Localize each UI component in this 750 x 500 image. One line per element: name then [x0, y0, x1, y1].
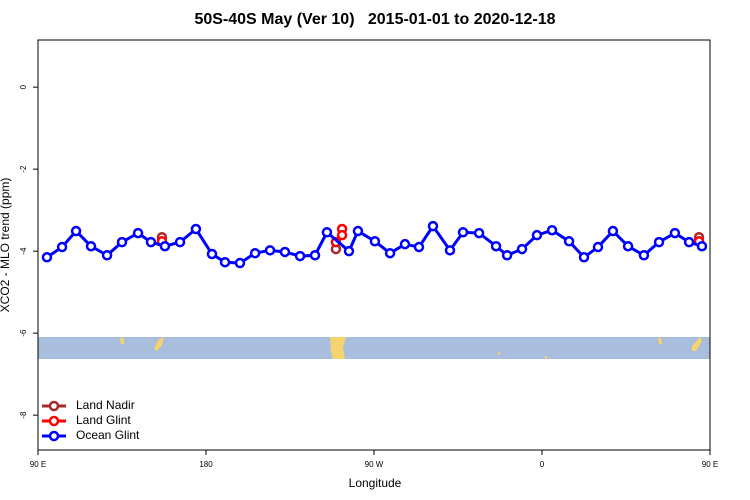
data-point [352, 225, 364, 237]
data-point [622, 240, 634, 252]
data-point [669, 227, 681, 239]
data-point [190, 223, 202, 235]
x-tick-label: 90 E [702, 460, 718, 469]
data-point [607, 225, 619, 237]
land-ocean-strip [38, 337, 710, 359]
data-point [473, 227, 485, 239]
y-tick-label: -8 [19, 411, 28, 419]
data-point [85, 240, 97, 252]
data-point [546, 224, 558, 236]
y-axis-label: XCO2 - MLO trend (ppm) [0, 178, 12, 313]
legend-label: Land Glint [76, 413, 131, 427]
data-point [336, 229, 348, 241]
data-point [592, 241, 604, 253]
data-point [56, 241, 68, 253]
data-point [399, 238, 411, 250]
x-tick-label: 0 [540, 460, 545, 469]
x-tick-label: 90 E [30, 460, 46, 469]
data-point [206, 248, 218, 260]
y-tick-label: -4 [19, 247, 28, 255]
data-point [264, 245, 276, 256]
data-point [249, 247, 261, 259]
data-point [413, 241, 425, 253]
legend-swatch-marker [48, 430, 60, 442]
data-point [174, 236, 186, 248]
data-point [563, 236, 575, 247]
x-tick-label: 90 W [365, 460, 384, 469]
legend-swatch-marker [48, 415, 60, 427]
data-point [116, 236, 128, 248]
data-point [427, 220, 439, 232]
data-point [444, 245, 456, 256]
data-point [101, 250, 113, 261]
data-point [516, 243, 528, 255]
data-point [578, 252, 590, 263]
data-point [219, 256, 231, 268]
data-point [294, 250, 306, 262]
data-point [696, 240, 708, 252]
ocean-strip [38, 337, 710, 359]
data-point [234, 257, 246, 269]
legend-label: Land Nadir [76, 398, 135, 412]
legend-label: Ocean Glint [76, 428, 140, 442]
data-point [653, 236, 665, 248]
chart-title: 50S-40S May (Ver 10) 2015-01-01 to 2020-… [194, 11, 555, 28]
data-point [321, 227, 333, 238]
data-point [531, 229, 543, 241]
data-point [501, 250, 513, 261]
legend-swatch-marker [48, 400, 60, 412]
data-point [145, 236, 157, 248]
y-tick-label: 0 [19, 84, 28, 89]
data-point [309, 250, 321, 261]
data-point [638, 250, 650, 261]
data-point [279, 246, 291, 258]
data-point [70, 225, 82, 237]
data-point [384, 247, 396, 259]
x-axis-label: Longitude [349, 476, 402, 490]
data-point [369, 236, 381, 247]
data-point [457, 227, 469, 238]
data-point [132, 227, 144, 239]
y-tick-label: -6 [19, 329, 28, 337]
data-point [683, 236, 695, 248]
x-tick-label: 180 [199, 460, 213, 469]
data-point [343, 245, 355, 257]
y-tick-label: -2 [19, 165, 28, 173]
data-point [490, 240, 502, 252]
data-point [41, 252, 53, 263]
data-point [159, 240, 171, 252]
